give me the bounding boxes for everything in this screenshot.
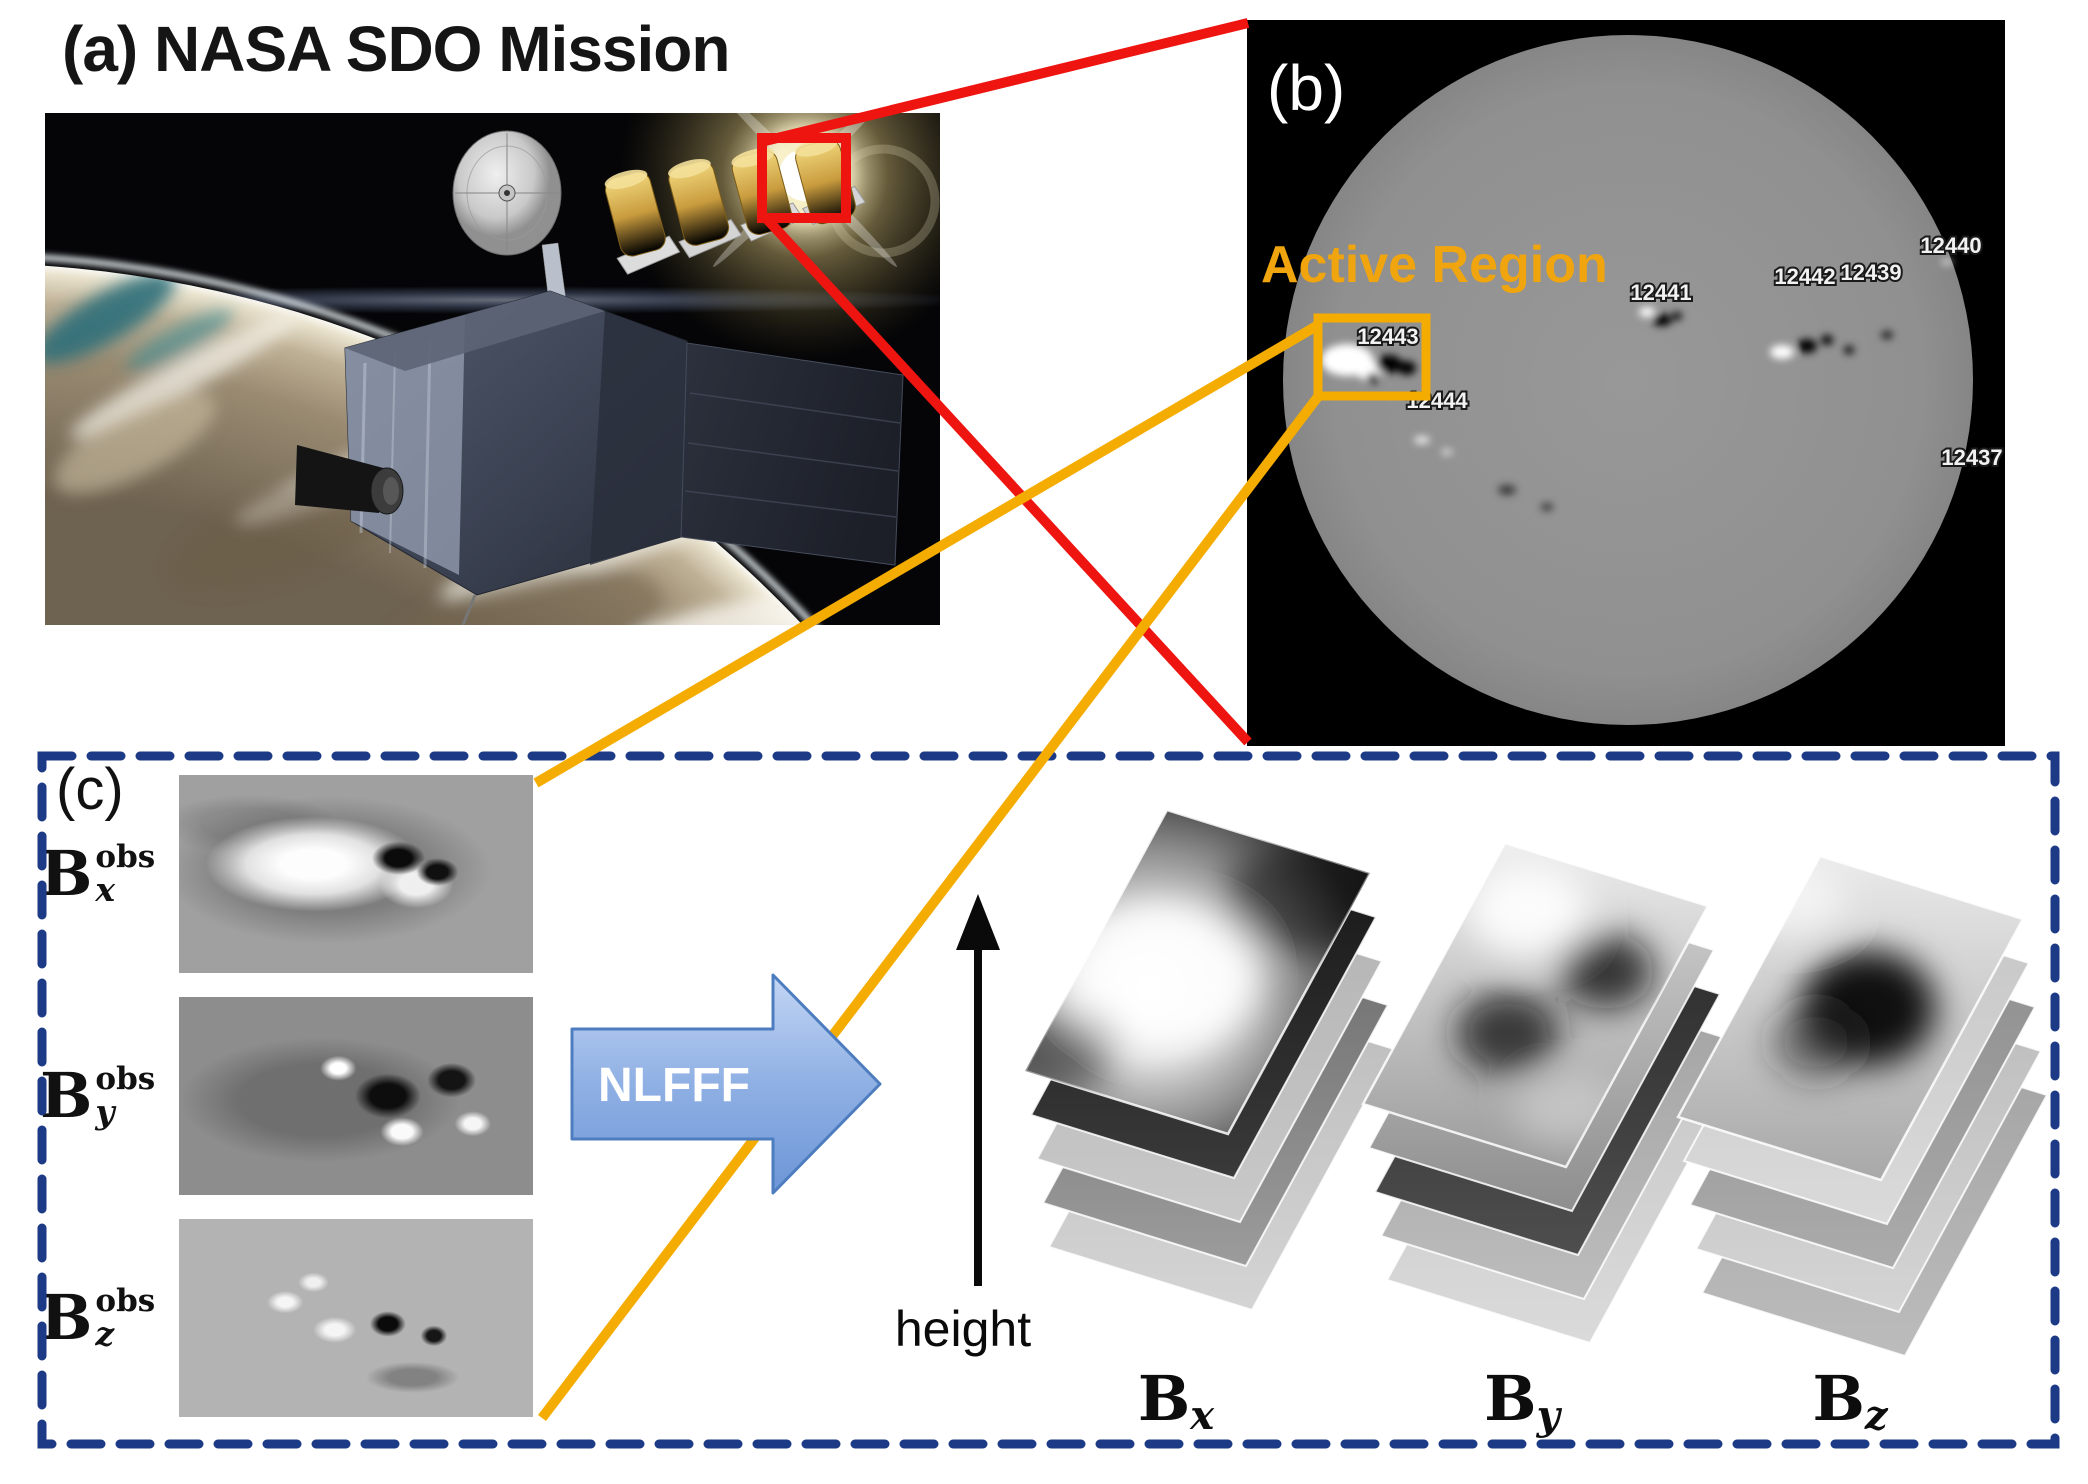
bx-observed-magnetogram (179, 775, 533, 973)
nlfff-arrow-label: NLFFF (598, 1059, 750, 1112)
height-arrow-head (956, 894, 1000, 950)
sdo-satellite-art (0, 0, 1127, 1484)
body-shaded-face (590, 311, 687, 565)
panel-c-label: (c) (56, 757, 124, 822)
region-number-12442: 12442 (1774, 264, 1835, 289)
solar-magnetogram-panel: 12443 12444 12441 12442 12439 12440 1243… (1247, 20, 2005, 746)
field-slice-stacks (1023, 808, 2049, 1358)
region-number-12437: 12437 (1941, 445, 2002, 470)
bz-observed-magnetogram (179, 1219, 533, 1417)
thruster-nozzle (295, 445, 404, 515)
panel-a-title: (a) NASA SDO Mission (62, 13, 730, 85)
region-number-12443: 12443 (1357, 324, 1418, 349)
by-obs-label: B obs y (40, 1059, 156, 1132)
panel-b-label: (b) (1267, 52, 1345, 124)
antenna-boom (461, 594, 477, 626)
region-number-12444: 12444 (1406, 388, 1468, 413)
active-region-label: Active Region (1261, 236, 1608, 294)
region-number-12439: 12439 (1840, 260, 1901, 285)
solar-panel (680, 342, 904, 566)
solar-disk-art: 12443 12444 12441 12442 12439 12440 1243… (1247, 20, 2005, 746)
bz-slice-stack (1676, 854, 2049, 1358)
high-gain-antenna-dish (452, 130, 562, 256)
body-top-face (345, 291, 605, 371)
solar-disk (1283, 35, 1973, 725)
nlfff-arrow: NLFFF (570, 973, 882, 1195)
bx-obs-label: B obs x (40, 837, 156, 910)
by-observed-magnetogram (179, 997, 533, 1195)
region-number-12440: 12440 (1920, 233, 1981, 258)
bz-obs-label: B obs z (40, 1281, 156, 1354)
sdo-satellite-image (0, 0, 1127, 1484)
region-number-12441: 12441 (1630, 280, 1691, 305)
